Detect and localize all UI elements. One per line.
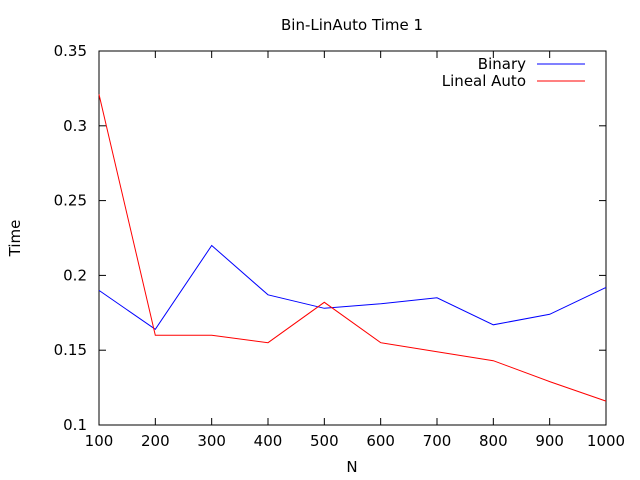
x-axis-ticks: 100 200 300 400 500 600 700 800 900 1000 <box>85 51 625 450</box>
series-line-1 <box>98 244 607 330</box>
series-line-2 <box>98 94 607 402</box>
x-tick-label: 400 <box>254 432 283 450</box>
x-tick-label: 500 <box>310 432 339 450</box>
series-layer <box>98 94 607 402</box>
x-tick-label: 900 <box>535 432 564 450</box>
plot-frame <box>98 50 607 426</box>
y-tick-label: 0.15 <box>54 341 87 359</box>
y-tick-label: 0.1 <box>63 416 87 434</box>
x-tick-label: 800 <box>479 432 508 450</box>
x-tick-label: 700 <box>423 432 452 450</box>
x-tick-label: 300 <box>197 432 226 450</box>
y-axis-ticks: 0.1 0.15 0.2 0.25 0.3 0.35 <box>54 42 606 434</box>
y-axis-label: Time <box>6 220 24 258</box>
y-tick-label: 0.3 <box>63 117 87 135</box>
x-tick-label: 100 <box>85 432 114 450</box>
y-tick-label: 0.35 <box>54 42 87 60</box>
chart-title: Bin-LinAuto Time 1 <box>281 16 423 34</box>
legend-label: Binary <box>478 55 526 73</box>
y-tick-label: 0.25 <box>54 192 87 210</box>
x-tick-label: 1000 <box>587 432 625 450</box>
legend-label: Lineal Auto <box>442 72 526 90</box>
x-tick-label: 600 <box>366 432 395 450</box>
x-axis-label: N <box>346 458 357 476</box>
y-tick-label: 0.2 <box>63 266 87 284</box>
x-tick-label: 200 <box>141 432 170 450</box>
